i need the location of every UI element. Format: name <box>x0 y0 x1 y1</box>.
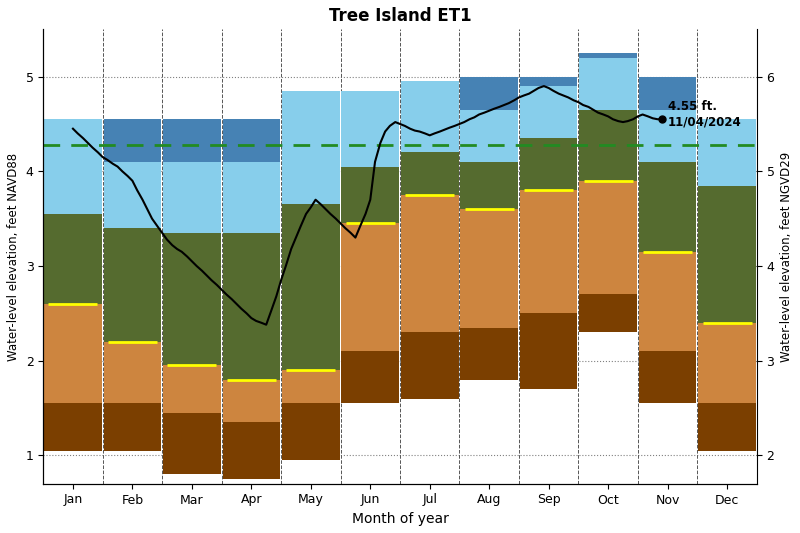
Bar <box>222 119 280 162</box>
Bar <box>579 53 637 58</box>
Bar <box>520 190 578 313</box>
Bar <box>520 77 578 86</box>
Bar <box>342 91 399 167</box>
Bar <box>460 209 518 328</box>
Bar <box>460 77 518 110</box>
Bar <box>163 119 221 162</box>
Bar <box>638 162 697 252</box>
Bar <box>103 342 162 403</box>
Bar <box>342 351 399 403</box>
Bar <box>698 119 756 185</box>
Bar <box>401 152 458 195</box>
Bar <box>103 162 162 228</box>
Bar <box>401 82 458 152</box>
Bar <box>103 228 162 342</box>
Bar <box>282 370 340 403</box>
Bar <box>579 110 637 181</box>
Bar <box>163 162 221 233</box>
Bar <box>638 252 697 351</box>
Bar <box>460 110 518 162</box>
Y-axis label: Water-level elevation, feet NAVD88: Water-level elevation, feet NAVD88 <box>7 152 20 361</box>
Bar <box>222 422 280 479</box>
Bar <box>163 366 221 413</box>
Bar <box>103 403 162 450</box>
Bar <box>401 195 458 332</box>
Bar <box>401 332 458 399</box>
Bar <box>44 119 102 214</box>
Bar <box>698 323 756 403</box>
Bar <box>282 403 340 460</box>
Bar <box>579 181 637 294</box>
Bar <box>698 185 756 323</box>
Bar <box>222 379 280 422</box>
Y-axis label: Water-level elevation, feet NGVD29: Water-level elevation, feet NGVD29 <box>780 151 793 362</box>
Bar <box>638 351 697 403</box>
Bar <box>342 167 399 223</box>
Bar <box>163 413 221 474</box>
Bar <box>638 77 697 110</box>
Bar <box>520 313 578 389</box>
Bar <box>460 328 518 379</box>
Bar <box>282 91 340 205</box>
Bar <box>579 58 637 110</box>
Bar <box>638 110 697 162</box>
Bar <box>222 162 280 233</box>
Bar <box>520 86 578 138</box>
Bar <box>579 294 637 332</box>
Bar <box>520 138 578 190</box>
Bar <box>44 403 102 450</box>
Bar <box>222 233 280 379</box>
Bar <box>103 119 162 162</box>
Bar <box>44 214 102 304</box>
Bar <box>460 162 518 209</box>
X-axis label: Month of year: Month of year <box>351 512 449 526</box>
Title: Tree Island ET1: Tree Island ET1 <box>329 7 471 25</box>
Text: 4.55 ft.
11/04/2024: 4.55 ft. 11/04/2024 <box>667 101 742 128</box>
Bar <box>44 304 102 403</box>
Bar <box>163 233 221 366</box>
Bar <box>342 223 399 351</box>
Bar <box>698 403 756 450</box>
Bar <box>282 205 340 370</box>
